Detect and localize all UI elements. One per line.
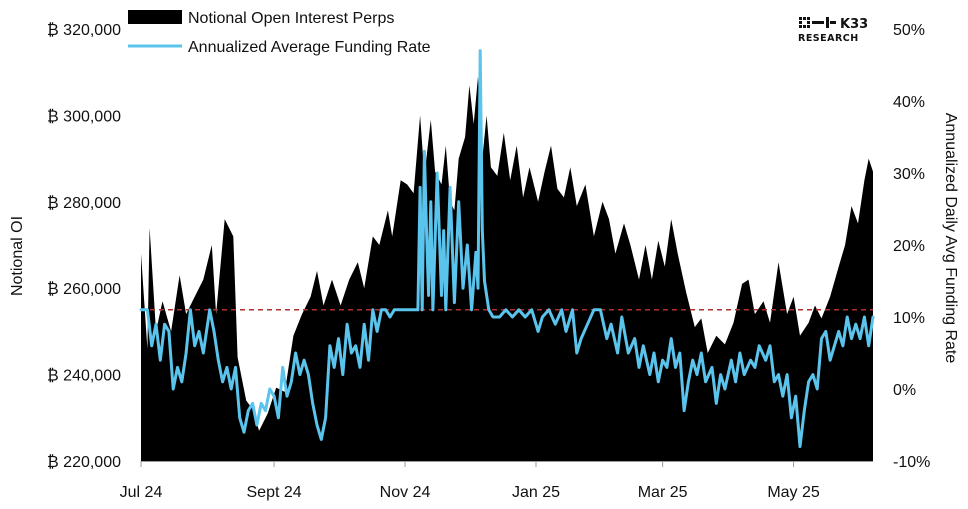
x-tick-label: Nov 24 (380, 484, 431, 501)
left-tick-label: ₿ 280,000 (47, 194, 121, 212)
x-tick-label: May 25 (767, 484, 820, 501)
legend-label-oi: Notional Open Interest Perps (188, 10, 394, 27)
k33-logo: K33 RESEARCH (798, 17, 868, 44)
left-tick-label: ₿ 320,000 (47, 21, 121, 39)
axes-layer: ₿ 220,000 ₿ 240,000 ₿ 260,000 ₿ 280,000 ₿ 30… (47, 21, 930, 501)
oi-area (141, 76, 873, 461)
x-tick-label: Sept 24 (247, 484, 302, 501)
oi-area-layer (141, 76, 873, 461)
x-tick-label: Mar 25 (638, 484, 688, 501)
right-tick-label: -10% (893, 454, 930, 471)
legend-swatch-oi (128, 10, 182, 24)
x-tick-label: Jul 24 (120, 484, 163, 501)
right-tick-label: 0% (893, 382, 916, 399)
left-axis-title: Notional OI (9, 216, 26, 296)
funding-line (139, 49, 875, 449)
right-tick-label: 40% (893, 94, 925, 111)
right-axis-title: Annualized Daily Avg Funding Rate (942, 113, 959, 364)
left-tick-label: ₿ 220,000 (47, 453, 121, 471)
legend: Notional Open Interest Perps Annualized … (128, 10, 431, 56)
legend-label-funding: Annualized Average Funding Rate (188, 39, 431, 56)
x-tick-label: Jan 25 (512, 484, 560, 501)
right-tick-label: 30% (893, 166, 925, 183)
logo-text-main: K33 (840, 17, 868, 32)
right-tick-label: 20% (893, 238, 925, 255)
left-tick-label: ₿ 260,000 (47, 280, 121, 298)
funding-line-layer (139, 49, 875, 449)
right-tick-label: 50% (893, 22, 925, 39)
left-tick-label: ₿ 300,000 (47, 107, 121, 125)
left-tick-label: ₿ 240,000 (47, 367, 121, 385)
right-tick-label: 10% (893, 310, 925, 327)
k33-logo-mark-icon (799, 17, 836, 28)
logo-text-sub: RESEARCH (798, 33, 859, 44)
